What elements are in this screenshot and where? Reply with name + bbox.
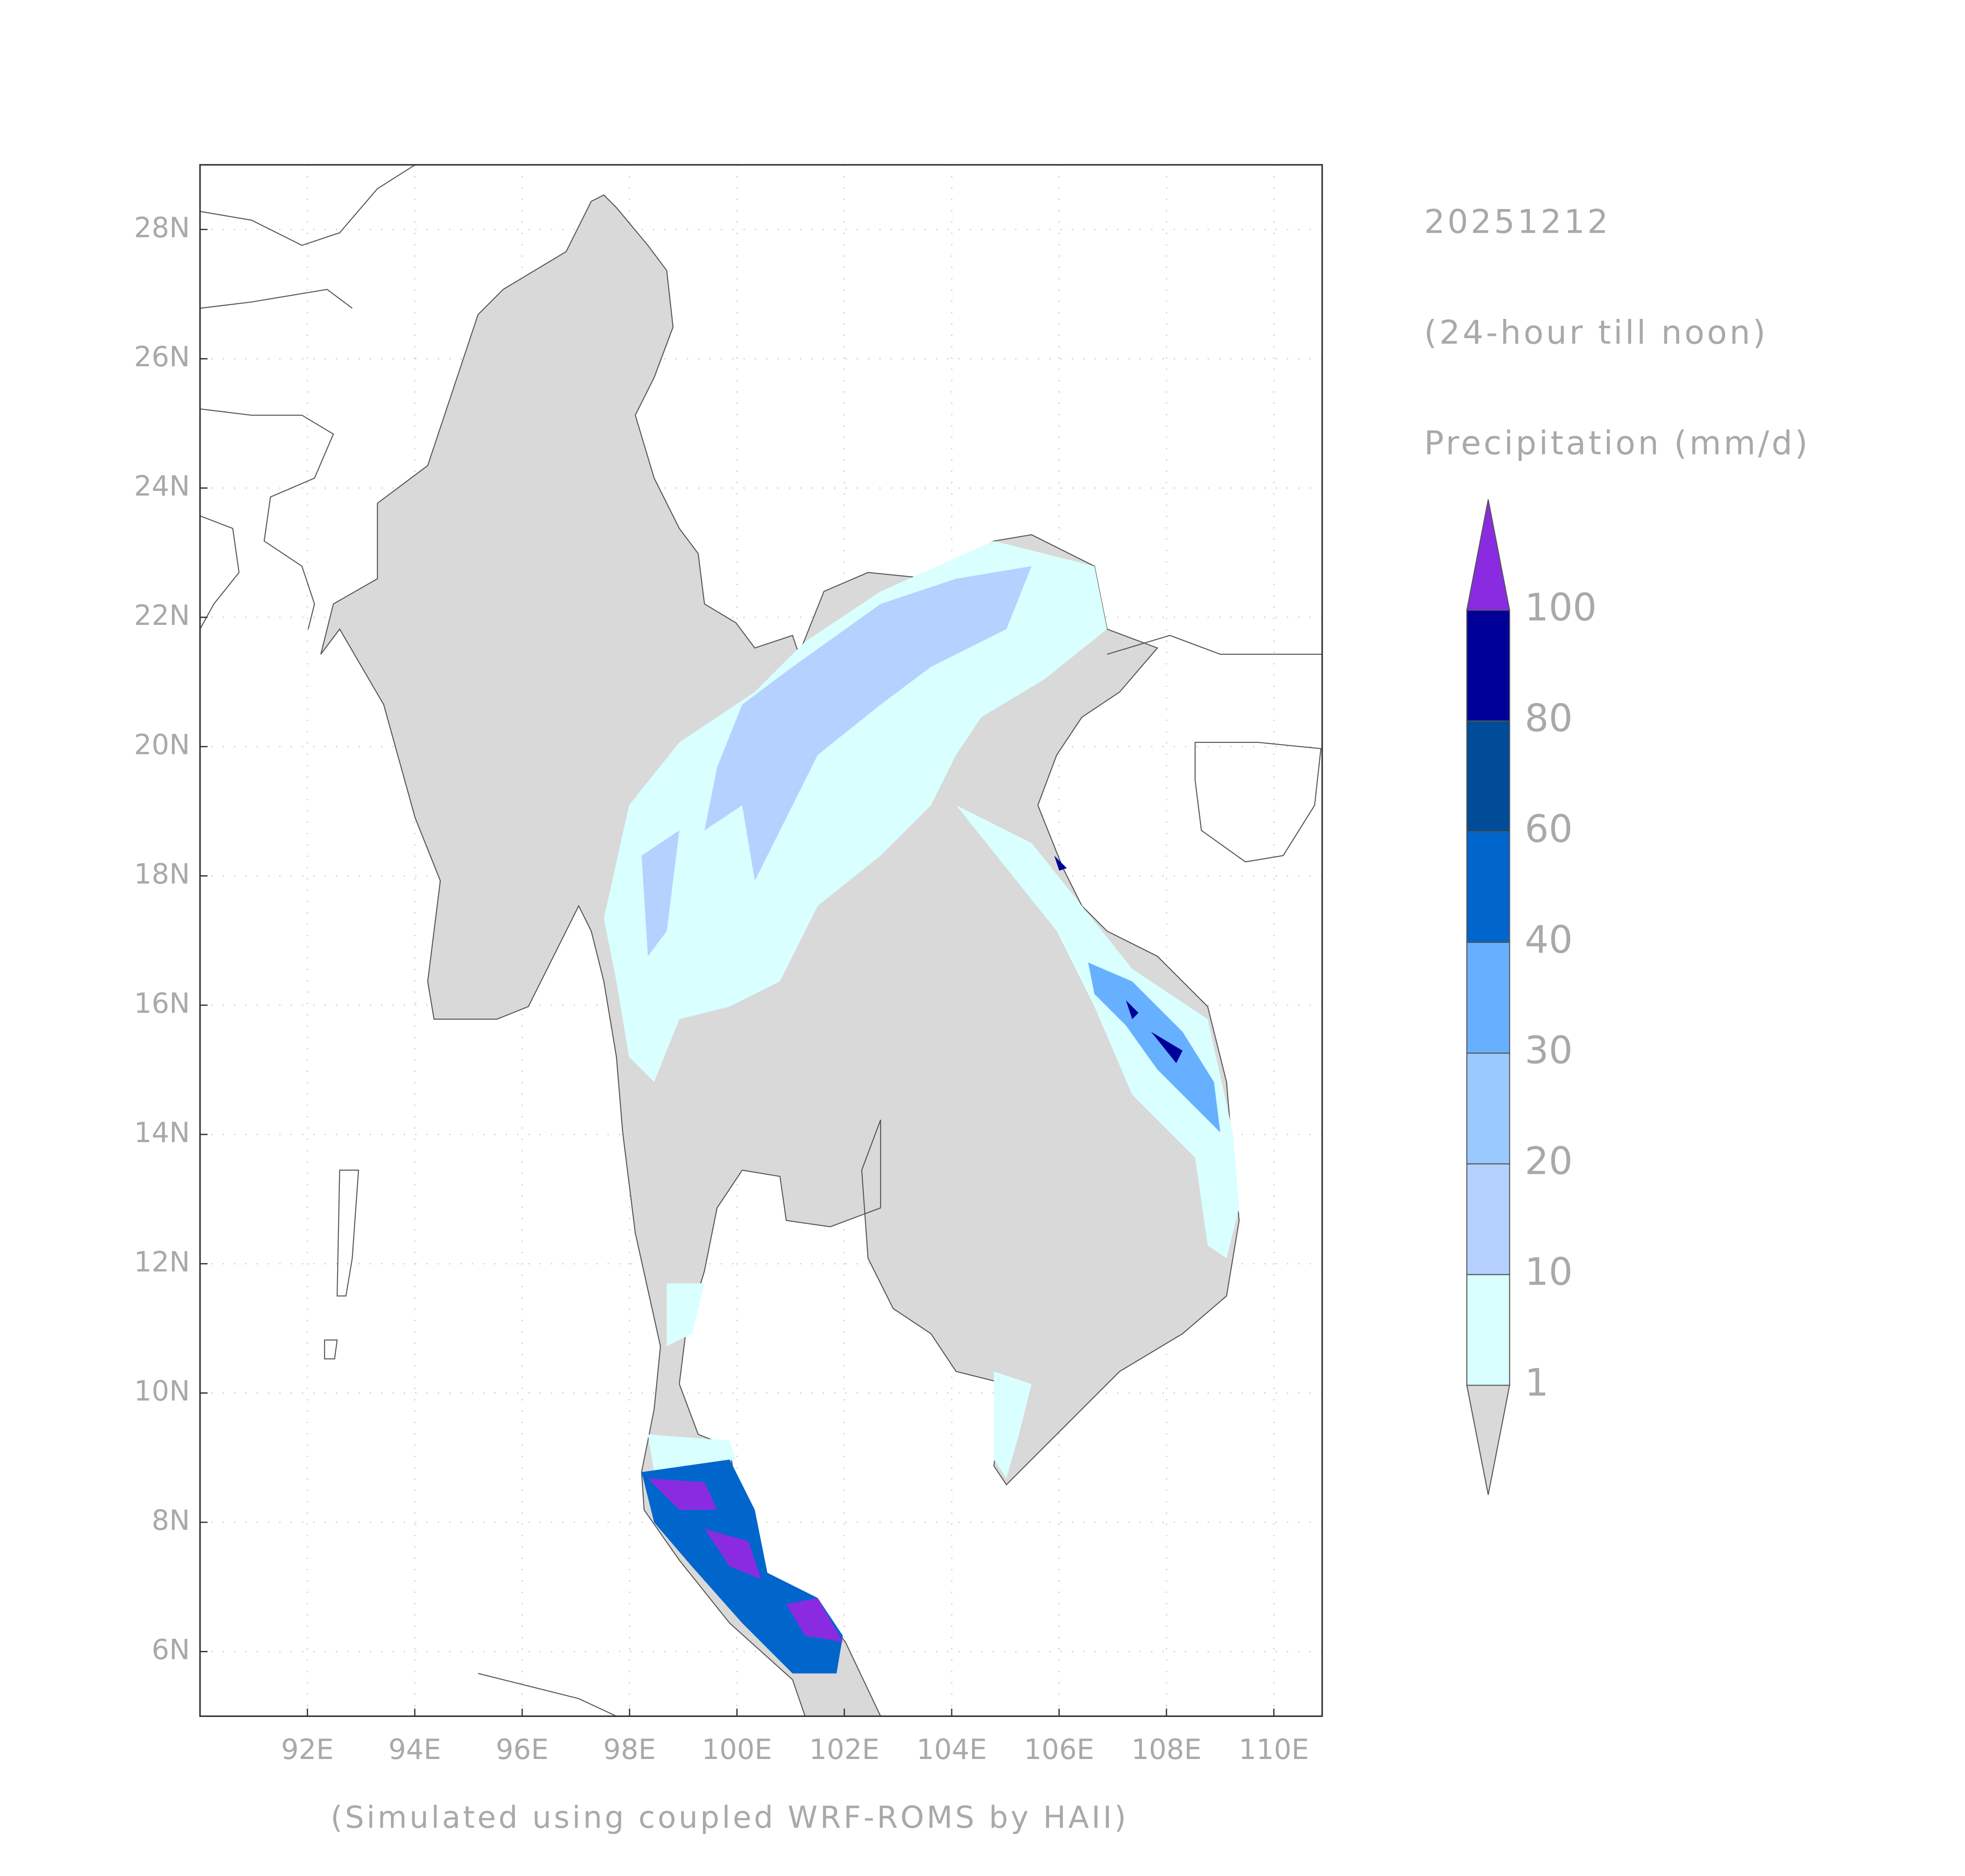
colorbar-segment	[1466, 610, 1510, 722]
colorbar-label: 10	[1525, 1250, 1573, 1294]
x-tick-label: 102E	[809, 1733, 879, 1766]
precip-area	[1088, 962, 1221, 1133]
colorbar-segment	[1466, 942, 1510, 1054]
x-tick-label: 108E	[1131, 1733, 1201, 1766]
y-tick-label: 14N	[134, 1116, 190, 1149]
x-tick-label: 100E	[702, 1733, 772, 1766]
precip-area	[604, 541, 1107, 1082]
precip-area	[956, 805, 1239, 1258]
colorbar-lower-arrow	[1466, 1385, 1510, 1495]
colorbar-label: 80	[1525, 696, 1573, 740]
x-tick-label: 94E	[389, 1733, 441, 1766]
colorbar-segment	[1466, 831, 1510, 943]
variable-label: Precipitation (mm/d)	[1424, 424, 1810, 462]
colorbar-label: 40	[1525, 918, 1573, 962]
footer: (Simulated using coupled WRF-ROMS by HAI…	[330, 1800, 1129, 1835]
coastline	[200, 165, 1322, 1717]
y-tick-label: 26N	[134, 340, 190, 373]
precip-area	[641, 830, 680, 956]
colorbar-label: 100	[1525, 586, 1597, 629]
x-tick-label: 98E	[603, 1733, 656, 1766]
y-tick-label: 28N	[134, 211, 190, 244]
colorbar-upper-arrow	[1466, 499, 1510, 611]
colorbar-segment	[1466, 1274, 1510, 1386]
colorbar-segment	[1466, 720, 1510, 833]
precip-area	[666, 1283, 1032, 1478]
y-tick-label: 10N	[134, 1375, 190, 1407]
x-tick-label: 104E	[916, 1733, 987, 1766]
colorbar-segment	[1466, 1163, 1510, 1275]
map-area	[200, 165, 1322, 1717]
colorbar-label: 30	[1525, 1029, 1573, 1072]
y-tick-label: 22N	[134, 599, 190, 632]
period-label: (24-hour till noon)	[1424, 314, 1768, 352]
colorbar-label: 1	[1525, 1361, 1549, 1404]
map-frame	[199, 164, 1323, 1717]
x-tick-label: 110E	[1239, 1733, 1309, 1766]
precipitation-field	[604, 541, 1239, 1674]
y-tick-label: 8N	[152, 1504, 190, 1537]
precip-area	[704, 566, 1032, 881]
x-tick-label: 96E	[496, 1733, 548, 1766]
date-label: 20251212	[1424, 203, 1611, 241]
colorbar-segment	[1466, 1052, 1510, 1164]
colorbar: 1 10 20 30 40 60 80 100	[1466, 499, 1597, 1495]
y-tick-label: 6N	[152, 1633, 190, 1666]
colorbar-label: 20	[1525, 1139, 1573, 1183]
y-tick-label: 20N	[134, 729, 190, 761]
y-tick-label: 18N	[134, 858, 190, 890]
y-tick-label: 24N	[134, 470, 190, 502]
x-tick-label: 106E	[1024, 1733, 1094, 1766]
colorbar-label: 60	[1525, 807, 1573, 851]
x-tick-label: 92E	[281, 1733, 334, 1766]
y-tick-label: 12N	[134, 1245, 190, 1278]
y-tick-label: 16N	[134, 987, 190, 1019]
precip-area	[648, 1478, 843, 1642]
